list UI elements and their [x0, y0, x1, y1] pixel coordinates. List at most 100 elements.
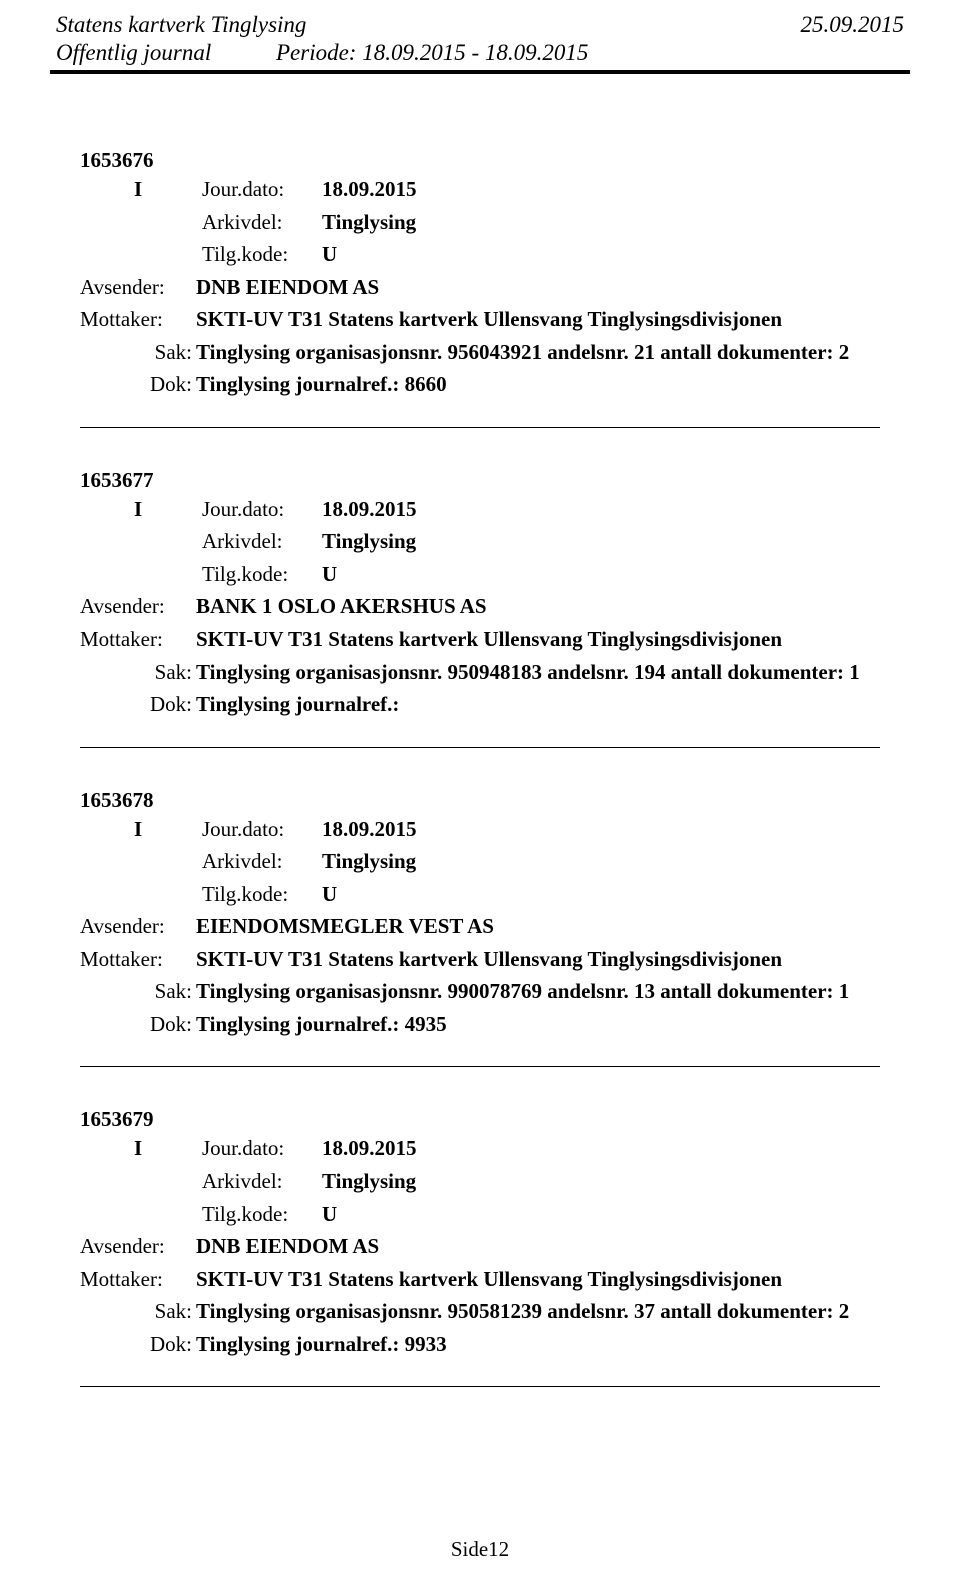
entry-jour-dato: 18.09.2015: [322, 173, 880, 206]
entry-mottaker: SKTI-UV T31 Statens kartverk Ullensvang …: [196, 943, 880, 976]
header-bottom-row: Offentlig journal Periode: 18.09.2015 - …: [50, 40, 910, 68]
document-page: Statens kartverk Tinglysing 25.09.2015 O…: [0, 0, 960, 1592]
entry-sak: Tinglysing organisasjonsnr. 950581239 an…: [196, 1295, 880, 1328]
page-number: Side12: [451, 1537, 509, 1561]
entry-sak: Tinglysing organisasjonsnr. 990078769 an…: [196, 975, 880, 1008]
entry-sak: Tinglysing organisasjonsnr. 956043921 an…: [196, 336, 880, 369]
header-journal-label: Offentlig journal: [56, 40, 276, 66]
entry-mottaker: SKTI-UV T31 Statens kartverk Ullensvang …: [196, 1263, 880, 1296]
entry-jour-dato: 18.09.2015: [322, 493, 880, 526]
entry-row-mottaker: Mottaker: SKTI-UV T31 Statens kartverk U…: [80, 1263, 880, 1296]
entry-jour-dato: 18.09.2015: [322, 813, 880, 846]
entry-separator: [80, 747, 880, 748]
entry-jour-label: Jour.dato:: [202, 1132, 322, 1165]
entry-tilgkode-label: Tilg.kode:: [202, 878, 322, 911]
page-header: Statens kartverk Tinglysing 25.09.2015 O…: [50, 12, 910, 74]
journal-entry: 1653678 I Jour.dato: 18.09.2015 Arkivdel…: [50, 788, 910, 1068]
journal-entry: 1653679 I Jour.dato: 18.09.2015 Arkivdel…: [50, 1107, 910, 1387]
entries-container: 1653676 I Jour.dato: 18.09.2015 Arkivdel…: [50, 78, 910, 1387]
entry-id: 1653679: [80, 1107, 880, 1132]
entry-row-mottaker: Mottaker: SKTI-UV T31 Statens kartverk U…: [80, 623, 880, 656]
entry-tilgkode-label: Tilg.kode:: [202, 238, 322, 271]
entry-row-dok: Dok: Tinglysing journalref.: 4935: [80, 1008, 880, 1041]
entry-separator: [80, 1386, 880, 1387]
entry-mottaker-label: Mottaker:: [80, 1263, 196, 1296]
entry-jour-label: Jour.dato:: [202, 493, 322, 526]
entry-dok-label: Dok:: [80, 1328, 196, 1361]
entry-arkivdel: Tinglysing: [322, 525, 880, 558]
entry-row-sak: Sak: Tinglysing organisasjonsnr. 9505812…: [80, 1295, 880, 1328]
entry-row-tilgkode: Tilg.kode: U: [134, 878, 880, 911]
entry-tilgkode: U: [322, 1198, 880, 1231]
entry-avsender-label: Avsender:: [80, 1230, 196, 1263]
entry-id: 1653677: [80, 468, 880, 493]
entry-dok: Tinglysing journalref.: 9933: [196, 1328, 880, 1361]
entry-dok-label: Dok:: [80, 1008, 196, 1041]
entry-row-jour: I Jour.dato: 18.09.2015: [134, 1132, 880, 1165]
entry-body: I Jour.dato: 18.09.2015 Arkivdel: Tingly…: [80, 1132, 880, 1230]
entry-row-dok: Dok: Tinglysing journalref.: 8660: [80, 368, 880, 401]
entry-arkivdel-label: Arkivdel:: [202, 1165, 322, 1198]
header-top-row: Statens kartverk Tinglysing 25.09.2015: [50, 12, 910, 40]
journal-entry: 1653676 I Jour.dato: 18.09.2015 Arkivdel…: [50, 148, 910, 428]
entry-sak-label: Sak:: [80, 1295, 196, 1328]
entry-arkivdel-label: Arkivdel:: [202, 206, 322, 239]
entry-avsender-label: Avsender:: [80, 590, 196, 623]
entry-row-avsender: Avsender: BANK 1 OSLO AKERSHUS AS: [80, 590, 880, 623]
entry-separator: [80, 1066, 880, 1067]
entry-tilgkode: U: [322, 558, 880, 591]
header-period: Periode: 18.09.2015 - 18.09.2015: [276, 40, 588, 66]
entry-jour-dato: 18.09.2015: [322, 1132, 880, 1165]
entry-row-tilgkode: Tilg.kode: U: [134, 558, 880, 591]
header-org: Statens kartverk Tinglysing: [56, 12, 306, 38]
entry-direction: I: [134, 493, 202, 526]
entry-arkivdel: Tinglysing: [322, 206, 880, 239]
entry-row-sak: Sak: Tinglysing organisasjonsnr. 9900787…: [80, 975, 880, 1008]
entry-arkivdel-label: Arkivdel:: [202, 845, 322, 878]
entry-jour-label: Jour.dato:: [202, 173, 322, 206]
entry-mottaker-label: Mottaker:: [80, 943, 196, 976]
journal-entry: 1653677 I Jour.dato: 18.09.2015 Arkivdel…: [50, 468, 910, 748]
entry-row-avsender: Avsender: DNB EIENDOM AS: [80, 271, 880, 304]
entry-jour-label: Jour.dato:: [202, 813, 322, 846]
entry-body: I Jour.dato: 18.09.2015 Arkivdel: Tingly…: [80, 173, 880, 271]
entry-row-avsender: Avsender: DNB EIENDOM AS: [80, 1230, 880, 1263]
entry-tilgkode-label: Tilg.kode:: [202, 1198, 322, 1231]
entry-row-sak: Sak: Tinglysing organisasjonsnr. 9509481…: [80, 656, 880, 689]
entry-mottaker: SKTI-UV T31 Statens kartverk Ullensvang …: [196, 303, 880, 336]
header-period-label: Periode:: [276, 40, 356, 65]
entry-separator: [80, 427, 880, 428]
entry-row-dok: Dok: Tinglysing journalref.: 9933: [80, 1328, 880, 1361]
entry-mottaker-label: Mottaker:: [80, 303, 196, 336]
entry-direction: I: [134, 1132, 202, 1165]
entry-id: 1653678: [80, 788, 880, 813]
entry-row-dok: Dok: Tinglysing journalref.:: [80, 688, 880, 721]
entry-dok-label: Dok:: [80, 688, 196, 721]
header-period-value: 18.09.2015 - 18.09.2015: [362, 40, 588, 65]
entry-arkivdel: Tinglysing: [322, 845, 880, 878]
entry-avsender: DNB EIENDOM AS: [196, 271, 880, 304]
entry-row-jour: I Jour.dato: 18.09.2015: [134, 493, 880, 526]
entry-direction: I: [134, 813, 202, 846]
entry-dok: Tinglysing journalref.: 8660: [196, 368, 880, 401]
entry-sak-label: Sak:: [80, 975, 196, 1008]
entry-avsender: EIENDOMSMEGLER VEST AS: [196, 910, 880, 943]
entry-row-mottaker: Mottaker: SKTI-UV T31 Statens kartverk U…: [80, 943, 880, 976]
entry-row-tilgkode: Tilg.kode: U: [134, 1198, 880, 1231]
entry-avsender-label: Avsender:: [80, 271, 196, 304]
entry-body: I Jour.dato: 18.09.2015 Arkivdel: Tingly…: [80, 813, 880, 911]
entry-sak: Tinglysing organisasjonsnr. 950948183 an…: [196, 656, 880, 689]
entry-dok: Tinglysing journalref.: 4935: [196, 1008, 880, 1041]
entry-row-jour: I Jour.dato: 18.09.2015: [134, 173, 880, 206]
entry-avsender: DNB EIENDOM AS: [196, 1230, 880, 1263]
entry-tilgkode: U: [322, 878, 880, 911]
entry-avsender-label: Avsender:: [80, 910, 196, 943]
entry-body: I Jour.dato: 18.09.2015 Arkivdel: Tingly…: [80, 493, 880, 591]
entry-row-arkivdel: Arkivdel: Tinglysing: [134, 845, 880, 878]
header-date: 25.09.2015: [801, 12, 905, 38]
entry-id: 1653676: [80, 148, 880, 173]
entry-row-arkivdel: Arkivdel: Tinglysing: [134, 1165, 880, 1198]
entry-direction: I: [134, 173, 202, 206]
entry-mottaker-label: Mottaker:: [80, 623, 196, 656]
entry-mottaker: SKTI-UV T31 Statens kartverk Ullensvang …: [196, 623, 880, 656]
